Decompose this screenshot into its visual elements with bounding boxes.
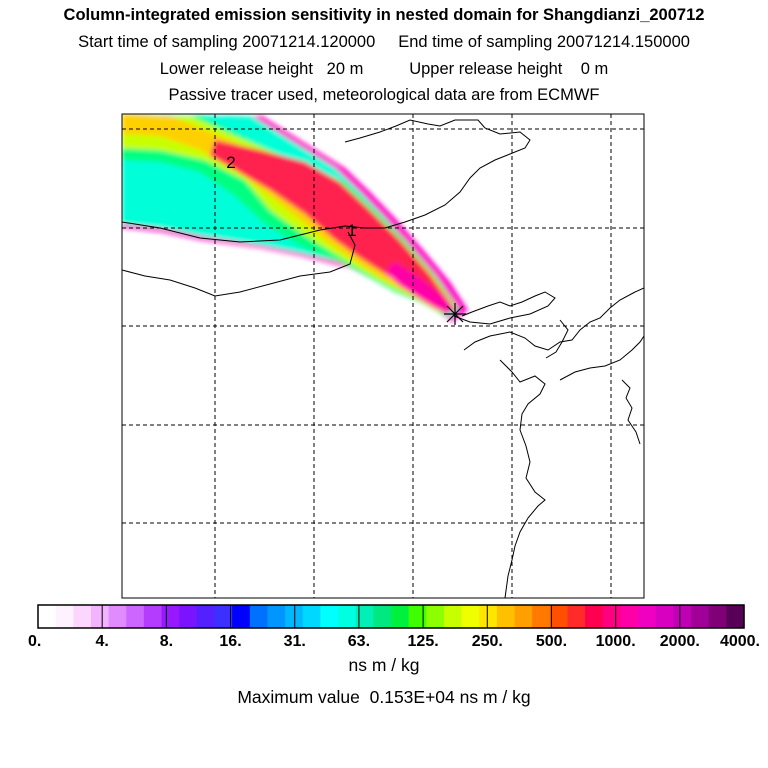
- colorbar-cell: [391, 605, 410, 628]
- colorbar-tick-label: 4.: [96, 633, 109, 650]
- colorbar-cell: [602, 605, 622, 628]
- colorbar-cell: [143, 605, 163, 628]
- plot-title: Column-integrated emission sensitivity i…: [63, 6, 705, 24]
- coastline-east-2: [463, 287, 644, 351]
- colorbar-tick-label: 16.: [219, 633, 241, 650]
- colorbar-cell: [708, 605, 727, 628]
- colorbar-cell: [179, 605, 198, 628]
- release-height-line: Lower release height 20 m Upper release …: [159, 60, 609, 78]
- colorbar-cell: [196, 605, 216, 628]
- colorbar-cell: [461, 605, 480, 628]
- coastline-south: [499, 359, 546, 598]
- colorbar-cell: [55, 605, 74, 628]
- colorbar-cell: [126, 605, 145, 628]
- colorbar-cell: [549, 605, 569, 628]
- map-frame: [121, 113, 645, 599]
- colorbar-cell: [620, 605, 639, 628]
- colorbar-tick-label: 2000.: [660, 633, 700, 650]
- colorbar-cell: [285, 605, 304, 628]
- tracer-info-line: Passive tracer used, meteorological data…: [168, 86, 600, 104]
- coastline-north: [122, 119, 531, 243]
- colorbar-tick-label: 4000.: [720, 633, 760, 650]
- colorbar-cell: [302, 605, 321, 628]
- coastline-north-2: [122, 231, 356, 297]
- colorbar-cell: [214, 605, 233, 628]
- colorbar-cell: [443, 605, 463, 628]
- colorbar-cell: [585, 605, 604, 628]
- colorbar-tick-label: 31.: [284, 633, 306, 650]
- colorbar-cell: [408, 605, 427, 628]
- colorbar-cell: [726, 605, 745, 628]
- colorbar-cell: [567, 605, 586, 628]
- colorbar-cell: [249, 605, 269, 628]
- lat-lon-grid: [122, 114, 644, 598]
- colorbar-tick-label: 1000.: [596, 633, 636, 650]
- colorbar-cell: [673, 605, 692, 628]
- colorbar-cell: [232, 605, 251, 628]
- colorbar-cell: [355, 605, 374, 628]
- colorbar-tick-label: 500.: [536, 633, 567, 650]
- colorbar-cell: [426, 605, 445, 628]
- sampling-time-line: Start time of sampling 20071214.120000 E…: [78, 33, 690, 51]
- plume-band-magenta-core: [385, 262, 456, 314]
- colorbar-cell: [38, 605, 57, 628]
- colorbar-tick-label: 63.: [348, 633, 370, 650]
- colorbar-cell: [90, 605, 110, 628]
- colorbar-tick-label: 125.: [408, 633, 439, 650]
- colorbar-cell: [267, 605, 286, 628]
- coastline-gulf: [545, 319, 569, 359]
- colorbar-cells: [38, 605, 745, 628]
- colorbar-cell: [496, 605, 516, 628]
- release-site-icon: [444, 303, 466, 325]
- colorbar-ticks: [101, 605, 681, 628]
- contour-label-1: 1: [347, 221, 356, 240]
- colorbar-tick-label: 250.: [472, 633, 503, 650]
- colorbar-cell: [338, 605, 357, 628]
- colorbar-labels: 0. 4. 8. 16. 31. 63. 125. 250. 500. 1000. 2000. 400…: [28, 633, 760, 650]
- colorbar-cell: [108, 605, 127, 628]
- sensitivity-map: 2 1: [121, 113, 645, 599]
- colorbar-tick-label: 0.: [28, 633, 41, 650]
- colorbar-cell: [373, 605, 392, 628]
- colorbar-cell: [320, 605, 339, 628]
- maximum-value-text: Maximum value 0.153E+04 ns m / kg: [237, 687, 531, 707]
- coastline-peninsula: [559, 335, 644, 381]
- colorbar-cell: [514, 605, 533, 628]
- colorbar-cell: [691, 605, 710, 628]
- contour-label-2: 2: [226, 153, 235, 172]
- colorbar-frame: [37, 604, 745, 629]
- coastlines: [122, 119, 644, 598]
- colorbar: 0. 4. 8. 16. 31. 63. 125. 250. 500. 1000. 2000. 400…: [28, 604, 760, 650]
- coastline-east-1: [453, 291, 556, 325]
- colorbar-cell: [638, 605, 657, 628]
- colorbar-units: ns m / kg: [348, 655, 420, 675]
- colorbar-cell: [479, 605, 498, 628]
- colorbar-cell: [161, 605, 180, 628]
- coastline-island: [621, 379, 641, 445]
- plume-layer: [122, 114, 468, 322]
- colorbar-tick-label: 8.: [160, 633, 173, 650]
- colorbar-cell: [655, 605, 674, 628]
- colorbar-cell: [532, 605, 551, 628]
- colorbar-cell: [73, 605, 92, 628]
